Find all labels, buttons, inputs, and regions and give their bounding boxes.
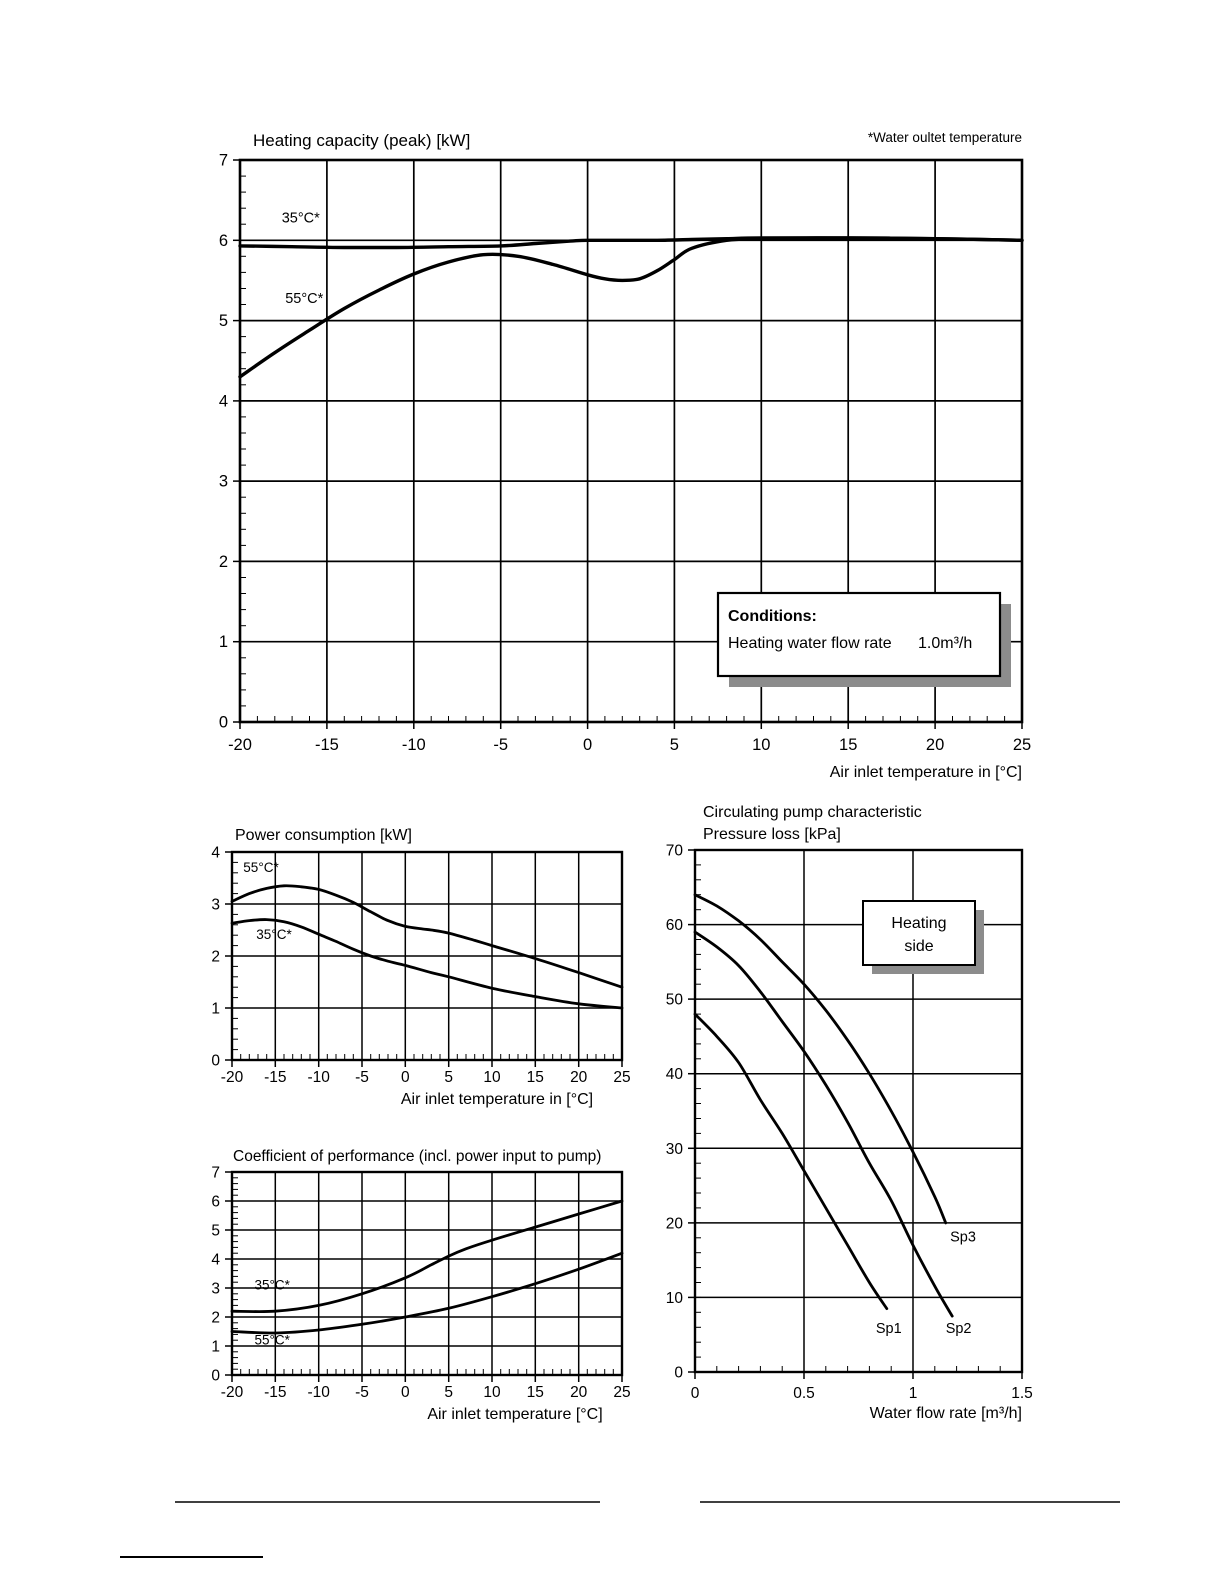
svg-text:Sp2: Sp2: [946, 1321, 972, 1337]
svg-text:2: 2: [211, 949, 220, 966]
svg-text:20: 20: [666, 1215, 684, 1232]
pump-title-line1: Circulating pump characteristic: [703, 804, 922, 821]
svg-text:30: 30: [666, 1141, 684, 1158]
water-outlet-note: *Water oultet temperature: [868, 130, 1022, 145]
svg-text:1: 1: [909, 1385, 918, 1402]
svg-text:3: 3: [211, 1281, 220, 1298]
cop-title: Coefficient of performance (incl. power …: [233, 1148, 601, 1165]
svg-text:5: 5: [219, 312, 228, 330]
svg-text:15: 15: [839, 736, 857, 754]
svg-text:5: 5: [444, 1069, 453, 1086]
svg-text:10: 10: [483, 1069, 501, 1086]
svg-text:70: 70: [666, 843, 684, 860]
svg-text:6: 6: [211, 1194, 220, 1211]
heating-capacity-plot: -20 -15 -10 -5 0 5 10 15 20 25 0 1 2 3 4 5 6 7 35°C* 55°C*: [219, 152, 1031, 755]
heating-side-line2: side: [904, 938, 933, 955]
conditions-value: 1.0m³/h: [918, 635, 972, 652]
svg-text:5: 5: [670, 736, 679, 754]
svg-text:0: 0: [211, 1368, 220, 1385]
svg-text:2: 2: [219, 553, 228, 571]
svg-text:20: 20: [570, 1069, 588, 1086]
svg-text:0: 0: [219, 714, 228, 732]
svg-text:5: 5: [211, 1223, 220, 1240]
svg-text:1: 1: [211, 1001, 220, 1018]
svg-text:4: 4: [219, 392, 228, 410]
svg-text:10: 10: [666, 1290, 684, 1307]
svg-text:40: 40: [666, 1066, 684, 1083]
svg-text:0.5: 0.5: [793, 1385, 815, 1402]
svg-text:4: 4: [211, 1252, 220, 1269]
svg-text:0: 0: [691, 1385, 700, 1402]
heating-capacity-title: Heating capacity (peak) [kW]: [253, 131, 470, 150]
svg-text:-15: -15: [264, 1384, 286, 1401]
svg-text:10: 10: [483, 1384, 501, 1401]
svg-text:25: 25: [613, 1384, 630, 1401]
svg-text:3: 3: [219, 473, 228, 491]
svg-text:-10: -10: [307, 1384, 330, 1401]
svg-text:6: 6: [219, 232, 228, 250]
heating-side-box: Heating side: [862, 900, 984, 974]
svg-text:-20: -20: [228, 736, 252, 754]
svg-text:55°C*: 55°C*: [255, 1333, 291, 1348]
svg-text:15: 15: [527, 1069, 544, 1086]
svg-text:15: 15: [527, 1384, 544, 1401]
cop-plot: -20 -15 -10 -5 0 5 10 15 20 25 0 1 2 3 4 5 6 7 35°C* 55°C*: [211, 1165, 630, 1402]
conditions-box-frame: [716, 591, 1002, 678]
pump-xlabel: Water flow rate [m³/h]: [870, 1405, 1022, 1422]
svg-text:1.5: 1.5: [1011, 1385, 1033, 1402]
svg-text:5: 5: [444, 1384, 453, 1401]
svg-text:3: 3: [211, 897, 220, 914]
power-consumption-xlabel: Air inlet temperature in [°C]: [401, 1091, 593, 1108]
svg-text:-10: -10: [307, 1069, 330, 1086]
heating-capacity-xlabel: Air inlet temperature in [°C]: [830, 764, 1022, 781]
pump-characteristic-plot: 0 0.5 1 1.5 0 10 20 30 40 50 60 70 Sp1 Sp2 Sp3: [666, 843, 1033, 1403]
svg-text:20: 20: [926, 736, 944, 754]
svg-text:1: 1: [219, 633, 228, 651]
svg-text:35°C*: 35°C*: [255, 1278, 291, 1293]
heating-side-line1: Heating: [891, 915, 946, 932]
svg-text:4: 4: [211, 845, 220, 862]
svg-text:-20: -20: [221, 1069, 244, 1086]
svg-text:0: 0: [211, 1053, 220, 1070]
heating-side-box-frame: [862, 900, 976, 966]
svg-text:2: 2: [211, 1310, 220, 1327]
svg-text:7: 7: [211, 1165, 220, 1182]
svg-text:55°C*: 55°C*: [285, 291, 323, 307]
svg-text:10: 10: [752, 736, 770, 754]
svg-text:0: 0: [674, 1365, 683, 1382]
svg-text:-5: -5: [355, 1069, 369, 1086]
svg-text:20: 20: [570, 1384, 588, 1401]
svg-text:-5: -5: [493, 736, 508, 754]
svg-text:25: 25: [1013, 736, 1031, 754]
svg-text:0: 0: [401, 1384, 410, 1401]
svg-text:7: 7: [219, 152, 228, 170]
svg-text:60: 60: [666, 917, 684, 934]
conditions-box: Conditions: Heating water flow rate 1.0m…: [716, 591, 1011, 687]
svg-text:Sp1: Sp1: [876, 1321, 902, 1337]
svg-text:0: 0: [583, 736, 592, 754]
svg-text:Sp3: Sp3: [950, 1230, 976, 1246]
svg-text:-20: -20: [221, 1384, 244, 1401]
svg-text:1: 1: [211, 1339, 220, 1356]
svg-text:35°C*: 35°C*: [256, 927, 292, 942]
svg-text:50: 50: [666, 992, 684, 1009]
power-consumption-title: Power consumption [kW]: [235, 827, 412, 844]
svg-text:25: 25: [613, 1069, 630, 1086]
svg-text:-15: -15: [315, 736, 339, 754]
cop-xlabel: Air inlet temperature [°C]: [427, 1406, 602, 1423]
svg-text:-10: -10: [402, 736, 426, 754]
svg-text:-15: -15: [264, 1069, 286, 1086]
svg-text:-5: -5: [355, 1384, 369, 1401]
svg-text:35°C*: 35°C*: [282, 211, 320, 227]
conditions-label: Heating water flow rate: [728, 635, 892, 652]
conditions-title: Conditions:: [728, 608, 817, 625]
power-consumption-plot: -20 -15 -10 -5 0 5 10 15 20 25 0 1 2 3 4 55°C* 35°C*: [211, 845, 630, 1087]
svg-text:0: 0: [401, 1069, 410, 1086]
pump-title-line2: Pressure loss [kPa]: [703, 826, 841, 843]
svg-text:55°C*: 55°C*: [243, 860, 279, 875]
